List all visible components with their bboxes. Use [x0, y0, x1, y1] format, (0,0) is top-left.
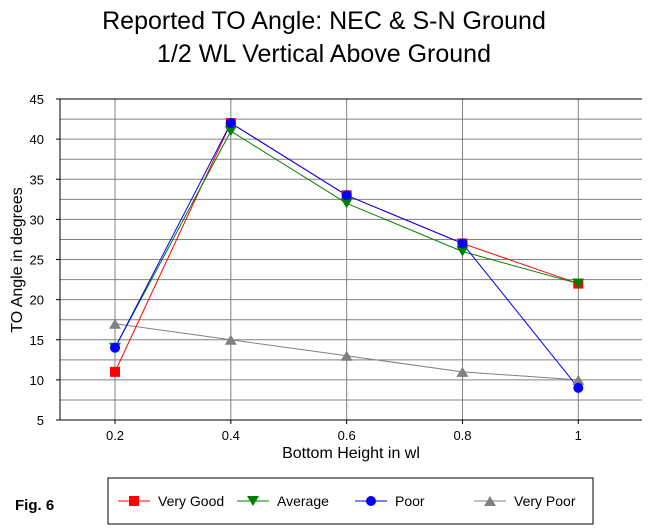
x-tick-label: 0.4 [222, 428, 240, 443]
y-tick-label: 15 [30, 333, 44, 348]
y-tick-label: 30 [30, 212, 44, 227]
chart-title-line: 1/2 WL Vertical Above Ground [157, 40, 491, 68]
data-point [456, 246, 469, 257]
legend-label: Very Poor [514, 493, 576, 509]
legend-label: Average [277, 493, 329, 509]
data-point [572, 278, 585, 289]
data-point [573, 382, 584, 393]
x-tick-label: 0.2 [106, 428, 124, 443]
chart-title-line: Reported TO Angle: NEC & S-N Ground [102, 7, 546, 35]
data-point [341, 190, 352, 201]
y-tick-label: 35 [30, 172, 44, 187]
data-point [457, 238, 468, 249]
figure-label: Fig. 6 [15, 497, 54, 514]
y-tick-label: 45 [30, 92, 44, 107]
x-tick-label: 0.6 [338, 428, 356, 443]
data-point [572, 374, 585, 385]
data-point [225, 118, 236, 129]
legend-marker [484, 496, 496, 506]
data-point [456, 366, 469, 377]
legend-label: Very Good [158, 493, 224, 509]
x-tick-label: 1 [575, 428, 582, 443]
data-point [110, 342, 121, 353]
y-tick-label: 20 [30, 293, 44, 308]
y-tick-label: 10 [30, 373, 44, 388]
legend-marker [129, 496, 139, 506]
legend-label: Poor [395, 493, 425, 509]
legend-box [107, 477, 594, 525]
legend-marker [366, 496, 376, 506]
y-axis-label: TO Angle in degrees [9, 187, 26, 333]
data-point [224, 126, 237, 137]
y-tick-label: 25 [30, 253, 44, 268]
data-point [340, 350, 353, 361]
data-point [110, 366, 121, 377]
data-point [109, 318, 122, 329]
x-axis-label: Bottom Height in wl [282, 445, 420, 462]
y-tick-label: 40 [30, 132, 44, 147]
data-point [224, 334, 237, 345]
legend-marker [247, 496, 259, 506]
data-point [340, 198, 353, 209]
x-tick-label: 0.8 [453, 428, 471, 443]
y-tick-label: 5 [37, 413, 44, 428]
